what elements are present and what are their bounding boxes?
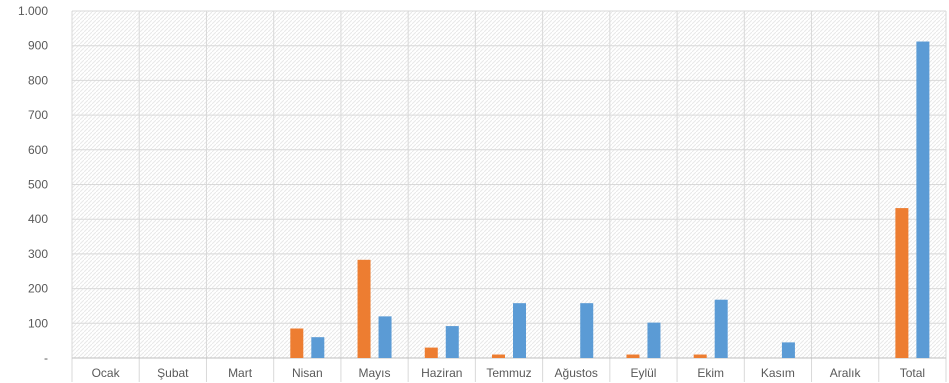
bar-orange-4 (357, 259, 371, 358)
bar-blue-9 (714, 299, 728, 358)
y-tick-label: 600 (28, 143, 48, 157)
y-tick-label: 900 (28, 39, 48, 53)
y-tick-label: 400 (28, 212, 48, 226)
bar-blue-5 (445, 326, 459, 358)
y-tick-label: 800 (28, 73, 48, 87)
x-tick-label: Temmuz (486, 366, 531, 380)
bar-orange-12 (895, 208, 909, 358)
bar-blue-12 (916, 41, 930, 358)
x-tick-label: Aralık (830, 366, 862, 380)
x-tick-label: Total (900, 366, 925, 380)
x-tick-label: Ağustos (555, 366, 598, 380)
x-tick-label: Haziran (421, 366, 462, 380)
y-tick-label: 500 (28, 178, 48, 192)
gridlines (71, 10, 947, 382)
y-tick-label: 1.000 (18, 4, 48, 18)
bar-orange-3 (290, 328, 304, 358)
x-axis: Ocak Şubat Mart Nisan Mayıs Haziran Temmuz Ağus… (92, 366, 925, 380)
y-tick-label: 200 (28, 282, 48, 296)
x-tick-label: Nisan (292, 366, 323, 380)
bars (290, 41, 930, 358)
bar-orange-5 (424, 347, 438, 358)
x-tick-label: Şubat (157, 366, 189, 380)
y-tick-label: 100 (28, 316, 48, 330)
y-tick-label: 300 (28, 247, 48, 261)
x-tick-label: Kasım (761, 366, 795, 380)
y-axis: - 100 200 300 400 500 600 700 800 900 1.000 (18, 4, 48, 365)
x-tick-label: Eylül (630, 366, 656, 380)
bar-blue-7 (580, 303, 594, 358)
bar-blue-3 (311, 337, 325, 358)
bar-blue-10 (781, 342, 795, 358)
bar-blue-4 (378, 316, 392, 358)
x-tick-label: Mayıs (359, 366, 391, 380)
bar-blue-8 (647, 322, 661, 358)
bar-orange-6 (492, 354, 505, 358)
bar-blue-6 (513, 303, 526, 358)
x-tick-label: Mart (228, 366, 253, 380)
y-tick-label: - (44, 351, 48, 365)
x-tick-label: Ocak (92, 366, 121, 380)
bar-orange-8 (626, 354, 640, 358)
bar-orange-9 (693, 354, 707, 358)
y-tick-label: 700 (28, 108, 48, 122)
x-tick-label: Ekim (697, 366, 724, 380)
